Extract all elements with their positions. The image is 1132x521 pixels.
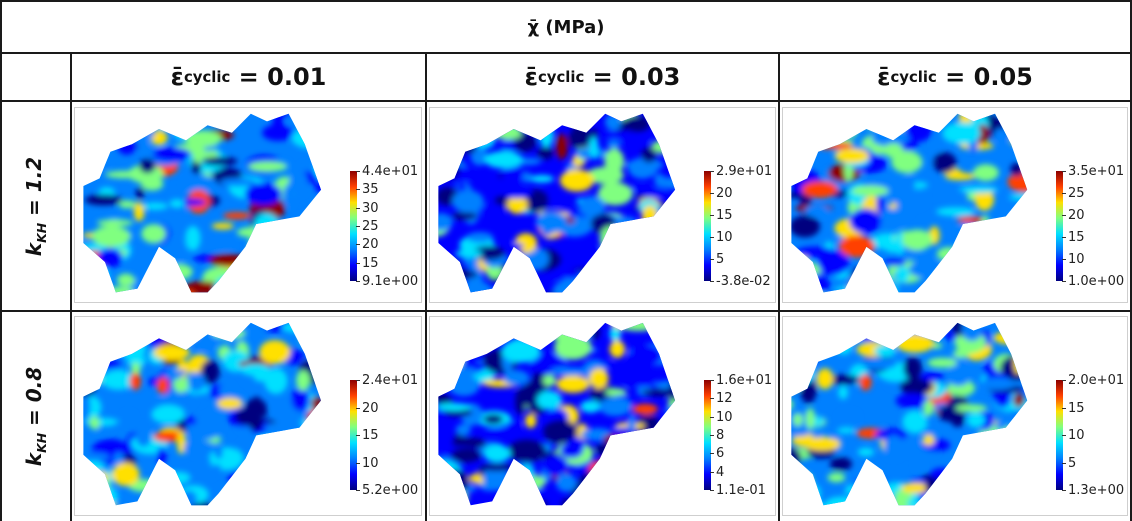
colorbar-tick-label: 15: [1062, 230, 1085, 245]
stress-field-map: [791, 322, 1028, 506]
col2-rest: = 0.03: [584, 63, 681, 91]
stress-field-map: [438, 113, 676, 293]
row1-k: k: [22, 242, 47, 256]
colorbar-tick-label: 10: [710, 230, 733, 245]
cell-r1-c2: 2.9e+01 20 15 10 5 -3.8e-02: [429, 107, 776, 303]
stress-field-map: [791, 113, 1028, 293]
colorbar-tick-label: 20: [356, 400, 379, 416]
colorbar-ticks: 1.6e+01 12 10 8 6 4 1.1e-01: [709, 373, 780, 498]
row-label-2: kKH = 0.8: [2, 312, 70, 521]
colorbar-ticks: 2.4e+01 20 15 10 5.2e+00: [355, 373, 426, 498]
cell-r2-c1: 2.4e+01 20 15 10 5.2e+00: [74, 316, 422, 516]
colorbar-min-label: 1.0e+00: [1061, 274, 1125, 289]
colorbar: [1056, 380, 1063, 490]
colorbar-min-label: 1.3e+00: [1061, 483, 1125, 498]
colorbar-tick-label: 15: [356, 428, 379, 443]
colorbar-tick-label: 4: [709, 464, 725, 480]
colorbar-ticks: 2.0e+01 15 10 5 1.3e+00: [1061, 373, 1132, 498]
cell-r2-c2: 1.6e+01 12 10 8 6 4 1.1e-01: [429, 316, 776, 516]
row1-sub: KH: [34, 222, 50, 243]
colorbar-min-label: 1.1e-01: [710, 483, 766, 498]
colorbar-max-label: 2.9e+01: [709, 164, 773, 179]
cell-r1-c3: 3.5e+01 25 20 15 10 1.0e+00: [782, 107, 1128, 303]
colorbar-tick-label: 12: [710, 391, 733, 407]
colorbar-max-label: 3.5e+01: [1061, 164, 1125, 179]
stress-field-map: [438, 322, 676, 506]
colorbar-tick-label: 8: [709, 428, 725, 443]
colorbar-max-label: 1.6e+01: [709, 373, 773, 388]
title-text: χ̄ (MPa): [527, 16, 605, 38]
col2-sub: cyclic: [537, 68, 585, 86]
colorbar-tick-label: 20: [1062, 208, 1085, 223]
table-title: χ̄ (MPa): [2, 2, 1130, 52]
row-label-1: kKH = 1.2: [2, 102, 70, 310]
colorbar-tick-label: 30: [356, 200, 379, 216]
stress-field-map: [83, 113, 322, 293]
colorbar-max-label: 2.0e+01: [1061, 373, 1125, 388]
cell-r2-c3: 2.0e+01 15 10 5 1.3e+00: [782, 316, 1128, 516]
column-header-1: ε̄ cyclic = 0.01: [72, 54, 425, 100]
colorbar-tick-label: 10: [710, 409, 733, 425]
col3-symbol: ε̄: [877, 63, 891, 91]
col2-symbol: ε̄: [524, 63, 538, 91]
colorbar-tick-label: 15: [356, 255, 379, 271]
colorbar: [350, 171, 357, 281]
colorbar: [704, 171, 711, 281]
colorbar-tick-label: 5: [709, 252, 725, 267]
colorbar-ticks: 4.4e+01 35 30 25 20 15 9.1e+00: [355, 164, 426, 289]
col1-symbol: ε̄: [170, 63, 184, 91]
column-header-3: ε̄ cyclic = 0.05: [780, 54, 1130, 100]
colorbar-tick-label: 10: [356, 455, 379, 471]
colorbar-tick-label: 35: [356, 182, 379, 198]
col3-sub: cyclic: [890, 68, 937, 86]
row2-k: k: [22, 452, 47, 467]
colorbar-min-label: 5.2e+00: [355, 483, 419, 498]
column-header-2: ε̄ cyclic = 0.03: [427, 54, 778, 100]
colorbar-ticks: 3.5e+01 25 20 15 10 1.0e+00: [1061, 164, 1132, 289]
row2-rest: = 0.8: [22, 366, 47, 433]
colorbar-tick-label: 15: [710, 208, 733, 223]
row2-sub: KH: [34, 432, 50, 453]
colorbar-tick-label: 5: [1061, 455, 1077, 471]
colorbar: [704, 380, 711, 490]
colorbar-tick-label: 20: [710, 186, 733, 201]
col1-rest: = 0.01: [230, 63, 327, 91]
colorbar-tick-label: 10: [1062, 252, 1085, 267]
cell-r1-c1: 4.4e+01 35 30 25 20 15 9.1e+00: [74, 107, 422, 303]
colorbar-tick-label: 15: [1062, 400, 1085, 416]
colorbar-tick-label: 20: [356, 237, 379, 253]
colorbar-tick-label: 10: [1062, 428, 1085, 443]
col3-rest: = 0.05: [936, 63, 1033, 91]
colorbar-min-label: -3.8e-02: [710, 274, 771, 289]
colorbar: [1056, 171, 1063, 281]
col1-sub: cyclic: [183, 68, 231, 86]
colorbar-max-label: 4.4e+01: [355, 164, 419, 179]
colorbar-max-label: 2.4e+01: [355, 373, 419, 388]
colorbar-tick-label: 6: [709, 446, 725, 462]
row1-rest: = 1.2: [22, 156, 47, 223]
stress-field-map: [83, 322, 322, 506]
colorbar: [350, 380, 357, 490]
colorbar-ticks: 2.9e+01 20 15 10 5 -3.8e-02: [709, 164, 780, 289]
colorbar-tick-label: 25: [1062, 186, 1085, 201]
colorbar-tick-label: 25: [356, 219, 379, 234]
colorbar-min-label: 9.1e+00: [355, 274, 419, 289]
